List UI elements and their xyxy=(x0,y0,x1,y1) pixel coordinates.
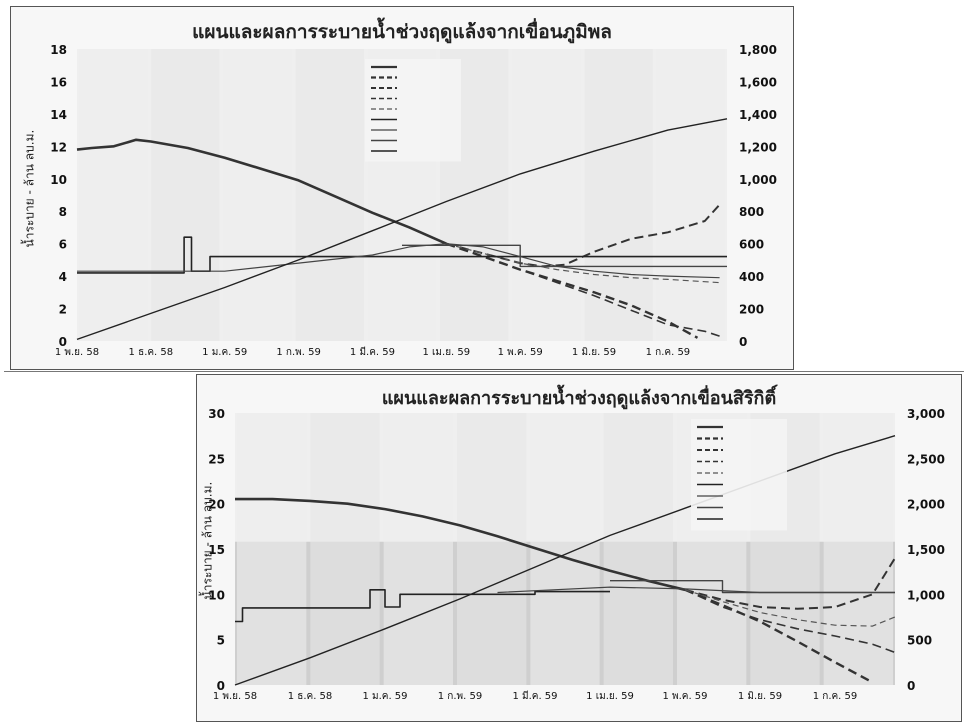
plot-column-shade xyxy=(823,413,893,685)
y2-tick-label: 200 xyxy=(739,303,764,317)
plot-column-shade xyxy=(223,49,292,341)
y2-tick-label: 1,000 xyxy=(739,173,777,187)
plot-column-shade xyxy=(457,413,527,685)
x-tick-label: 1 มิ.ย. 59 xyxy=(738,691,782,702)
plot-column-shade xyxy=(584,49,653,341)
chart-title: แผนและผลการระบายน้ำช่วงฤดูแล้งจากเขื่อนส… xyxy=(381,388,777,409)
y2-tick-label: 0 xyxy=(739,335,747,349)
plot-column-shade xyxy=(151,49,220,341)
chart-bhumibol-panel: แผนและผลการระบายน้ำช่วงฤดูแล้งจากเขื่อนภ… xyxy=(10,6,794,370)
series-line-1 xyxy=(235,497,686,592)
x-tick-label: 1 ม.ค. 59 xyxy=(202,347,247,358)
y-tick-label: 12 xyxy=(50,140,67,154)
y-tick-label: 20 xyxy=(208,498,225,512)
y-tick-label: 6 xyxy=(59,238,67,252)
x-tick-label: 1 ก.พ. 59 xyxy=(276,347,320,358)
y-tick-label: 14 xyxy=(50,108,67,122)
chart-bhumibol-svg: 0 2 4 6 8 10 12 14 16 18 0 200 400 600 800 1,000 1,200 1,… xyxy=(50,43,777,358)
x-tick-label: 1 มี.ค. 59 xyxy=(350,346,395,358)
y2-tick-label: 400 xyxy=(739,270,764,284)
y-tick-label: 2 xyxy=(59,303,67,317)
x-tick-label: 1 พ.ย. 58 xyxy=(55,347,99,358)
x-tick-label: 1 เม.ย. 59 xyxy=(586,691,634,702)
y2-tick-label: 600 xyxy=(739,238,764,252)
series-line-4 xyxy=(446,242,720,337)
x-tick-label: 1 ก.ค. 59 xyxy=(646,347,691,358)
y2-tick-label: 2,000 xyxy=(907,498,945,512)
y2-tick-label: 3,000 xyxy=(907,407,945,421)
chart-title: แผนและผลการระบายน้ำช่วงฤดูแล้งจากเขื่อนภ… xyxy=(192,21,612,43)
series-line-9 xyxy=(76,118,728,341)
series-line-3 xyxy=(684,557,896,610)
x-tick-label: 1 พ.ค. 59 xyxy=(662,691,707,702)
series-line-1 xyxy=(76,138,447,245)
legend-box xyxy=(365,59,461,162)
y-tick-label: 25 xyxy=(208,452,225,466)
plot-column-shade xyxy=(603,413,673,685)
series-line-8 xyxy=(402,244,727,268)
y-tick-label: 4 xyxy=(59,270,67,284)
plot-column-shade xyxy=(512,49,581,341)
plot-column-shade xyxy=(237,413,307,685)
x-tick-label: 1 ก.พ. 59 xyxy=(438,691,482,702)
series-line-4 xyxy=(684,589,896,654)
x-tick-label: 1 ก.ค. 59 xyxy=(813,691,858,702)
y2-tick-label: 2,500 xyxy=(907,452,945,466)
x-tick-label: 1 มิ.ย. 59 xyxy=(572,347,616,358)
page-divider-top xyxy=(4,371,964,372)
series-line-6 xyxy=(77,236,727,274)
chart-sirikit-svg: 0 5 10 15 20 25 30 0 500 1,000 1,500 2,000 2,500 3,00… xyxy=(208,407,945,702)
y-tick-label: 15 xyxy=(208,543,225,557)
x-tick-label: 1 มี.ค. 59 xyxy=(512,690,557,702)
y-tick-label: 0 xyxy=(217,679,225,693)
series-line-5 xyxy=(446,243,720,284)
plot-column-shade xyxy=(310,413,380,685)
y2-tick-label: 1,600 xyxy=(739,75,777,89)
y-tick-label: 10 xyxy=(50,173,67,187)
y-tick-label: 30 xyxy=(208,407,225,421)
y2-tick-label: 1,800 xyxy=(739,43,777,57)
y2-tick-label: 1,400 xyxy=(739,108,777,122)
y-tick-label: 5 xyxy=(217,634,225,648)
plot-column-shade xyxy=(656,49,725,341)
series-line-7 xyxy=(77,243,720,279)
y2-tick-label: 800 xyxy=(739,205,764,219)
x-tick-label: 1 ธ.ค. 58 xyxy=(129,347,174,358)
y-tick-label: 8 xyxy=(59,205,67,219)
series-line-9 xyxy=(234,435,896,686)
x-tick-label: 1 พ.ย. 58 xyxy=(213,691,257,702)
series-line-5 xyxy=(684,589,896,627)
y-tick-label: 16 xyxy=(50,75,67,89)
y-tick-label: 0 xyxy=(59,335,67,349)
series-line-6 xyxy=(235,589,610,623)
y-tick-label: 18 xyxy=(50,43,67,57)
plot-column-shade xyxy=(383,413,453,685)
x-tick-label: 1 พ.ค. 59 xyxy=(498,347,543,358)
y2-tick-label: 1,500 xyxy=(907,543,945,557)
y2-tick-label: 1,200 xyxy=(739,140,777,154)
series-line-2 xyxy=(684,588,874,684)
series-line-8 xyxy=(610,579,895,594)
x-tick-label: 1 ธ.ค. 58 xyxy=(288,691,333,702)
y-tick-label: 10 xyxy=(208,588,225,602)
y2-tick-label: 500 xyxy=(907,634,932,648)
legend-box xyxy=(691,419,787,531)
series-line-3 xyxy=(446,204,721,268)
x-tick-label: 1 เม.ย. 59 xyxy=(422,347,470,358)
x-tick-label: 1 ม.ค. 59 xyxy=(362,691,407,702)
y2-tick-label: 1,000 xyxy=(907,588,945,602)
chart-sirikit-panel: แผนและผลการระบายน้ำช่วงฤดูแล้งจากเขื่อนส… xyxy=(196,374,962,722)
plot-column-shade xyxy=(79,49,148,341)
y2-tick-label: 0 xyxy=(907,679,915,693)
